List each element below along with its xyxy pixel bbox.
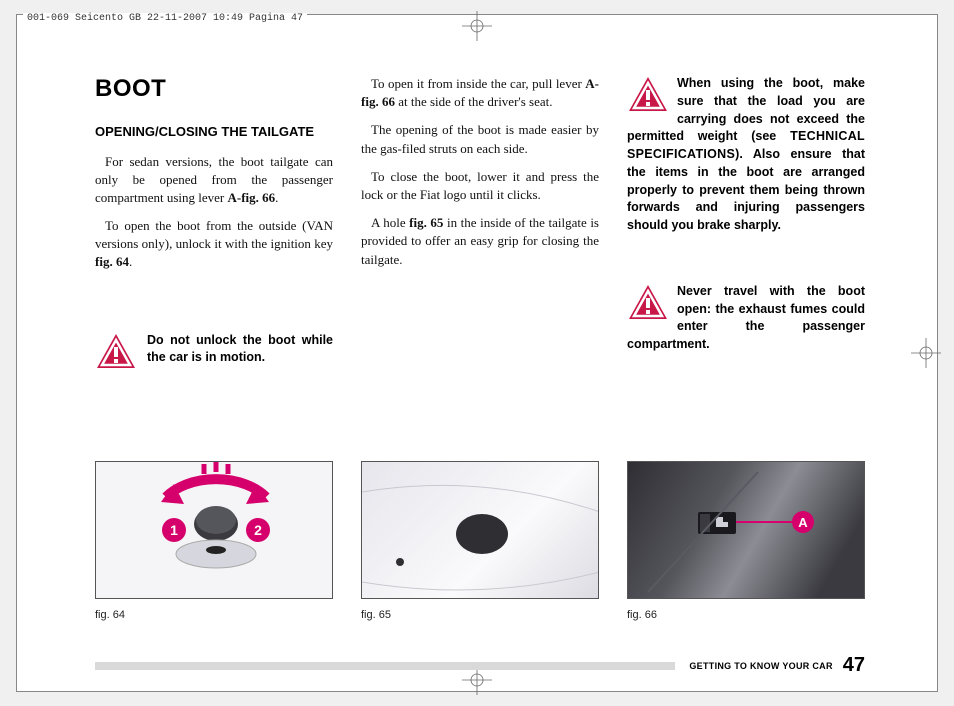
figure-caption: fig. 65 bbox=[361, 609, 599, 621]
column-2: To open it from inside the car, pull lev… bbox=[361, 75, 599, 374]
text-columns: BOOT OPENING/CLOSING THE TAILGATE For se… bbox=[95, 75, 899, 374]
warning-icon bbox=[627, 283, 669, 325]
column-1: BOOT OPENING/CLOSING THE TAILGATE For se… bbox=[95, 75, 333, 374]
warning-block: Never travel with the boot open: the exh… bbox=[627, 283, 865, 354]
figure-caption: fig. 66 bbox=[627, 609, 865, 621]
page-footer: GETTING TO KNOW YOUR CAR 47 bbox=[95, 654, 865, 677]
figure-66: P4Q00024 A fig. 66 bbox=[627, 461, 865, 621]
section-subtitle: OPENING/CLOSING THE TAILGATE bbox=[95, 123, 333, 141]
paragraph: The opening of the boot is made easier b… bbox=[361, 121, 599, 157]
warning-icon bbox=[627, 75, 669, 117]
page-title: BOOT bbox=[95, 75, 333, 103]
paragraph: For sedan versions, the boot tailgate ca… bbox=[95, 153, 333, 208]
crop-header: 001-069 Seicento GB 22-11-2007 10:49 Pag… bbox=[23, 13, 307, 24]
text: To open the boot from the outside (VAN v… bbox=[95, 218, 333, 251]
warning-block: Do not unlock the boot while the car is … bbox=[95, 332, 333, 374]
figure-image: P4Q00024 A bbox=[627, 461, 865, 599]
footer-section-label: GETTING TO KNOW YOUR CAR bbox=[689, 661, 832, 671]
page-frame: 001-069 Seicento GB 22-11-2007 10:49 Pag… bbox=[16, 14, 938, 692]
cropmark-icon bbox=[911, 338, 941, 368]
figure-image: P4Q01046 bbox=[361, 461, 599, 599]
column-3: When using the boot, make sure that the … bbox=[627, 75, 865, 374]
cropmark-icon bbox=[462, 11, 492, 41]
figure-image: P4Q00066 1 bbox=[95, 461, 333, 599]
paragraph: To open it from inside the car, pull lev… bbox=[361, 75, 599, 111]
warning-text: Do not unlock the boot while the car is … bbox=[147, 332, 333, 367]
figure-64: P4Q00066 1 bbox=[95, 461, 333, 621]
callout-a: A bbox=[798, 515, 808, 530]
ref: fig. 64 bbox=[95, 254, 129, 269]
figures-row: P4Q00066 1 bbox=[95, 461, 865, 621]
paragraph: A hole fig. 65 in the inside of the tail… bbox=[361, 214, 599, 269]
page-number: 47 bbox=[843, 654, 865, 677]
figure-caption: fig. 64 bbox=[95, 609, 333, 621]
svg-text:1: 1 bbox=[170, 522, 178, 538]
footer-bar bbox=[95, 662, 675, 670]
svg-text:2: 2 bbox=[254, 522, 262, 538]
text: at the side of the driver's seat. bbox=[395, 94, 553, 109]
ref: fig. 65 bbox=[409, 215, 443, 230]
text: To open it from inside the car, pull lev… bbox=[371, 76, 585, 91]
figure-65: P4Q01046 fig. 65 bbox=[361, 461, 599, 621]
ref: A-fig. 66 bbox=[228, 190, 276, 205]
paragraph: To close the boot, lower it and press th… bbox=[361, 168, 599, 204]
warning-block: When using the boot, make sure that the … bbox=[627, 75, 865, 235]
text: A hole bbox=[371, 215, 409, 230]
text: For sedan versions, the boot tailgate ca… bbox=[95, 154, 333, 205]
paragraph: To open the boot from the outside (VAN v… bbox=[95, 217, 333, 272]
warning-icon bbox=[95, 332, 137, 374]
